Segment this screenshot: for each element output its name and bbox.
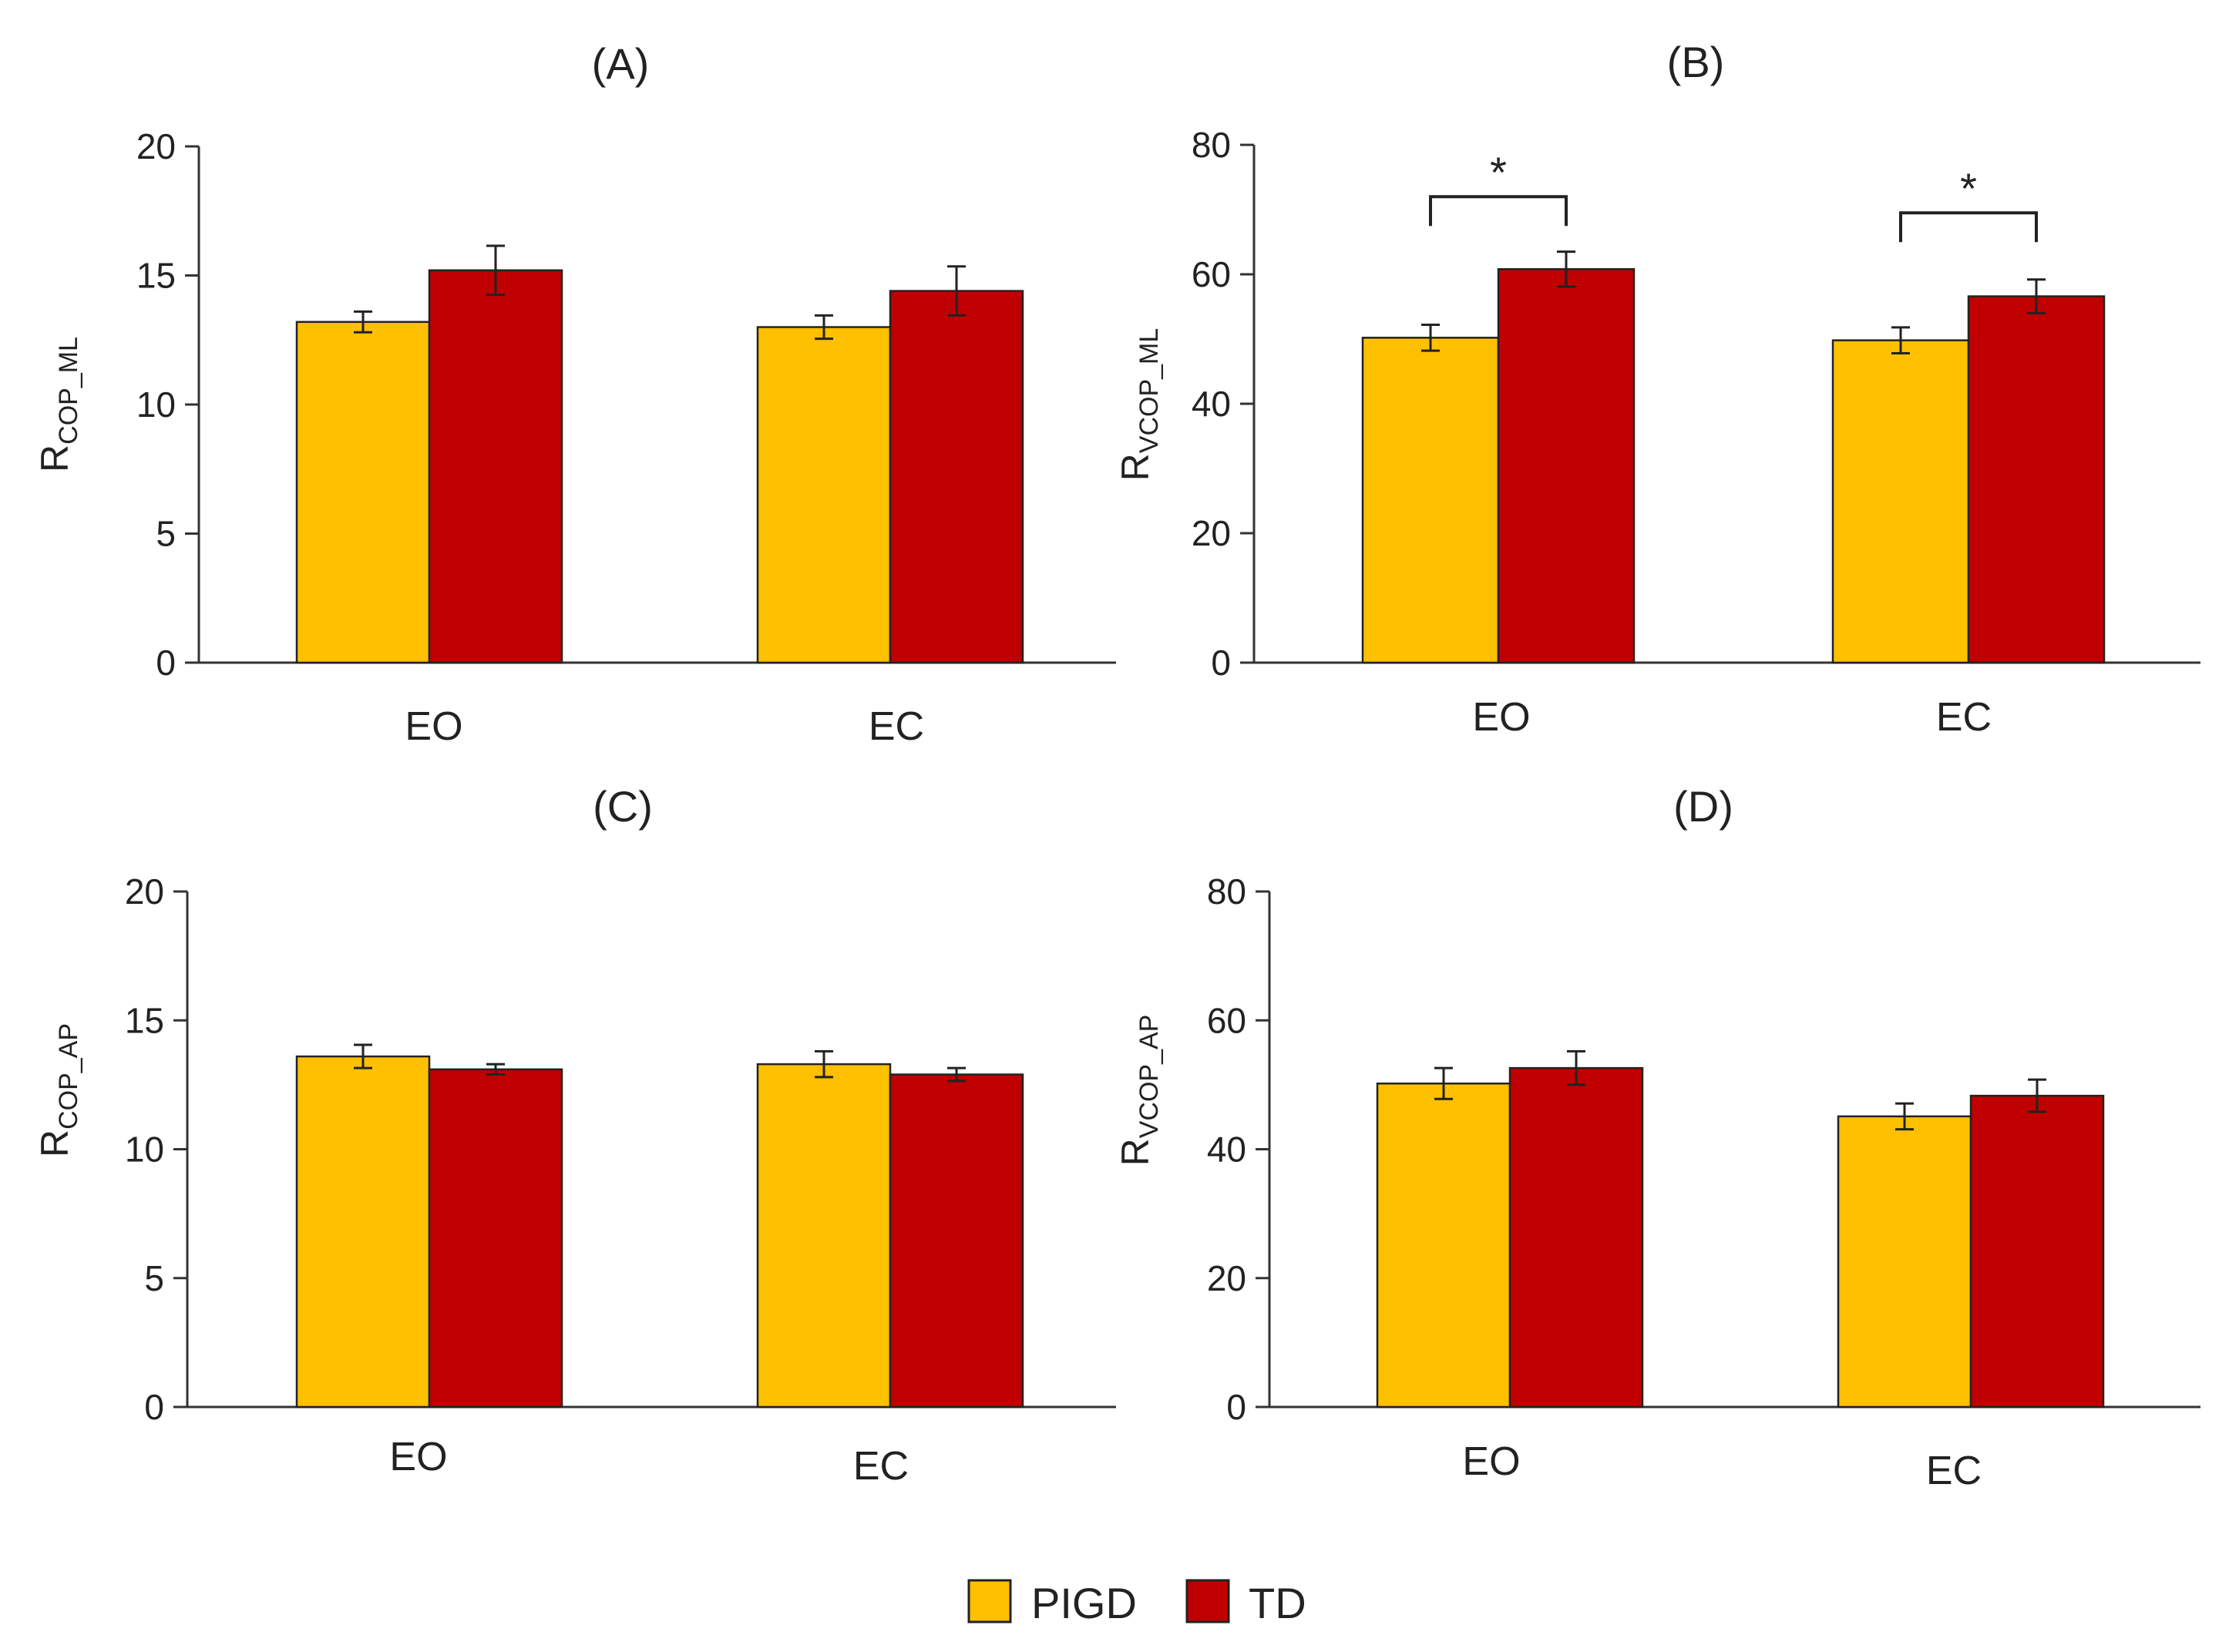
error-bar-td-eo: [486, 1063, 505, 1076]
y-tick-label: 20: [125, 871, 164, 912]
bar-pigd-eo: [1376, 1082, 1511, 1409]
panel-title: (C): [593, 782, 653, 831]
error-bar-td-eo: [486, 244, 505, 297]
error-bar-td-eo: [1567, 1049, 1585, 1086]
error-bar-td-ec: [2027, 278, 2046, 314]
error-bar-pigd-eo: [1434, 1066, 1453, 1100]
chart-panel-a: (A) RCOP_ML 0 5 10 15 20 EO EC: [33, 39, 1116, 749]
error-bar-td-eo: [1557, 250, 1575, 288]
chart-panel-b: (B) RVCOP_ML 0 20 40 60 80 EO EC * *: [1114, 38, 2200, 740]
error-bar-pigd-ec: [1895, 1102, 1914, 1131]
significance-marker-ec: *: [1899, 164, 2038, 243]
legend: PIGD TD: [967, 1579, 1306, 1627]
y-tick-label: 10: [136, 384, 176, 425]
bar-pigd-ec: [756, 1063, 892, 1409]
y-tick-label: 20: [136, 126, 176, 166]
x-category-label: EO: [389, 1435, 447, 1479]
error-bar-pigd-eo: [354, 310, 372, 334]
x-category-label: EO: [1472, 695, 1530, 740]
bar-pigd-eo: [1361, 337, 1500, 664]
bar-td-ec: [1967, 295, 2106, 664]
bar-td-ec: [1969, 1094, 2105, 1409]
error-bar-td-ec: [947, 1066, 966, 1083]
bar-td-eo: [1508, 1066, 1644, 1409]
error-bar-pigd-eo: [1421, 324, 1440, 352]
bar-td-eo: [1497, 268, 1636, 664]
panel-title: (D): [1673, 782, 1733, 831]
significance-star: *: [1960, 164, 1977, 213]
chart-panel-d: (D) RVCOP_AP 0 20 40 60 80 EO EC: [1114, 782, 2200, 1493]
legend-label-td: TD: [1249, 1579, 1306, 1627]
error-bar-pigd-ec: [1891, 326, 1910, 354]
y-tick-label: 15: [136, 256, 176, 296]
x-category-label: EC: [869, 704, 924, 749]
bar-td-ec: [889, 1073, 1024, 1409]
x-category-label: EC: [1936, 695, 1992, 740]
y-tick-label: 40: [1207, 1130, 1246, 1170]
y-tick-label: 60: [1192, 254, 1231, 294]
bar-td-eo: [428, 269, 563, 664]
bar-pigd-ec: [756, 326, 892, 664]
error-bar-pigd-eo: [354, 1043, 372, 1069]
x-category-label: EO: [1462, 1439, 1520, 1484]
legend-swatch-pigd: [967, 1579, 1012, 1623]
chart-panel-c: (C) RCOP_AP 0 5 10 15 20 EO EC: [33, 782, 1116, 1489]
y-axis-label: RCOP_ML: [33, 337, 83, 472]
error-bar-pigd-ec: [815, 314, 833, 341]
y-tick-label: 40: [1192, 384, 1231, 424]
y-tick-label: 0: [1226, 1387, 1246, 1427]
x-category-label: EC: [1926, 1449, 1982, 1493]
x-category-label: EO: [405, 704, 462, 749]
bar-td-ec: [889, 290, 1024, 664]
y-tick-label: 5: [144, 1258, 164, 1298]
significance-marker-eo: *: [1429, 148, 1568, 227]
bar-pigd-ec: [1831, 339, 1970, 664]
y-tick-label: 10: [125, 1130, 164, 1170]
panel-title: (A): [592, 39, 650, 88]
y-tick-label: 0: [1211, 643, 1231, 683]
y-tick-label: 0: [144, 1387, 164, 1427]
y-tick-label: 20: [1192, 513, 1231, 553]
error-bar-pigd-ec: [815, 1049, 833, 1079]
y-tick-label: 60: [1207, 1000, 1246, 1040]
error-bar-td-ec: [2028, 1078, 2046, 1113]
y-tick-label: 5: [156, 514, 176, 554]
x-category-label: EC: [853, 1444, 909, 1489]
bar-td-eo: [428, 1068, 563, 1409]
y-axis-label: RVCOP_AP: [1114, 1015, 1164, 1167]
y-tick-label: 0: [156, 643, 176, 683]
legend-label-pigd: PIGD: [1031, 1579, 1137, 1627]
y-tick-label: 80: [1192, 125, 1231, 165]
legend-swatch-td: [1185, 1579, 1230, 1623]
y-axis-label: RVCOP_ML: [1114, 328, 1164, 482]
y-tick-label: 80: [1207, 871, 1246, 912]
significance-star: *: [1490, 148, 1507, 196]
bar-pigd-eo: [295, 321, 431, 664]
error-bar-td-ec: [947, 265, 966, 317]
panel-title: (B): [1667, 38, 1725, 86]
bar-pigd-eo: [295, 1055, 431, 1409]
bar-pigd-ec: [1837, 1115, 1972, 1409]
y-tick-label: 20: [1207, 1258, 1246, 1298]
y-axis-label: RCOP_AP: [33, 1023, 83, 1157]
y-tick-label: 15: [125, 1000, 164, 1040]
